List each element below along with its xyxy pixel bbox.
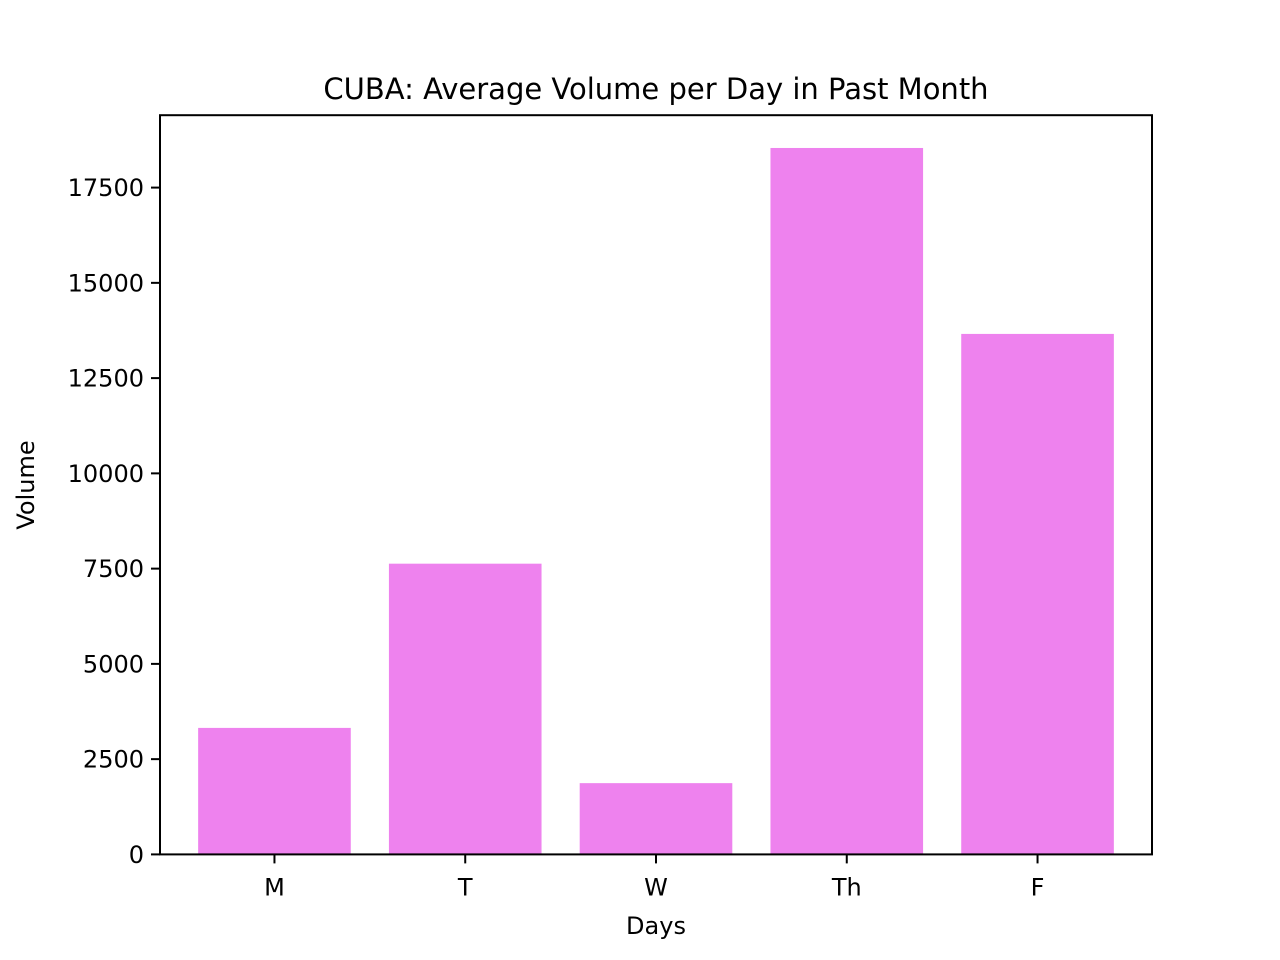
y-tick-label: 15000 [68,269,144,297]
y-tick-label: 5000 [83,650,144,678]
y-tick-label: 17500 [68,174,144,202]
x-tick-label-th: Th [831,873,862,901]
bar-f [961,333,1114,855]
chart-title: CUBA: Average Volume per Day in Past Mon… [323,72,988,106]
x-axis-ticks: M T W Th F [264,854,1044,901]
bar-th [770,147,924,855]
plot-area-frame [159,114,1153,856]
y-tick-label: 0 [129,841,144,869]
x-tick-label-m: M [264,873,285,901]
x-tick-label-w: W [644,873,668,901]
y-axis-label: Volume [12,440,40,529]
x-tick-label-t: T [457,873,473,901]
y-tick-label: 2500 [83,746,144,774]
y-axis-ticks: 0 2500 5000 7500 10000 12500 15000 17500 [68,174,160,869]
x-tick-label-f: F [1031,873,1045,901]
bars-group [198,147,1114,855]
bar-t [388,563,542,855]
y-tick-label: 7500 [83,555,144,583]
y-tick-label: 10000 [68,460,144,488]
x-axis-label: Days [626,912,686,940]
bar-w [579,783,733,855]
y-tick-label: 12500 [68,365,144,393]
bar-m [198,727,351,855]
